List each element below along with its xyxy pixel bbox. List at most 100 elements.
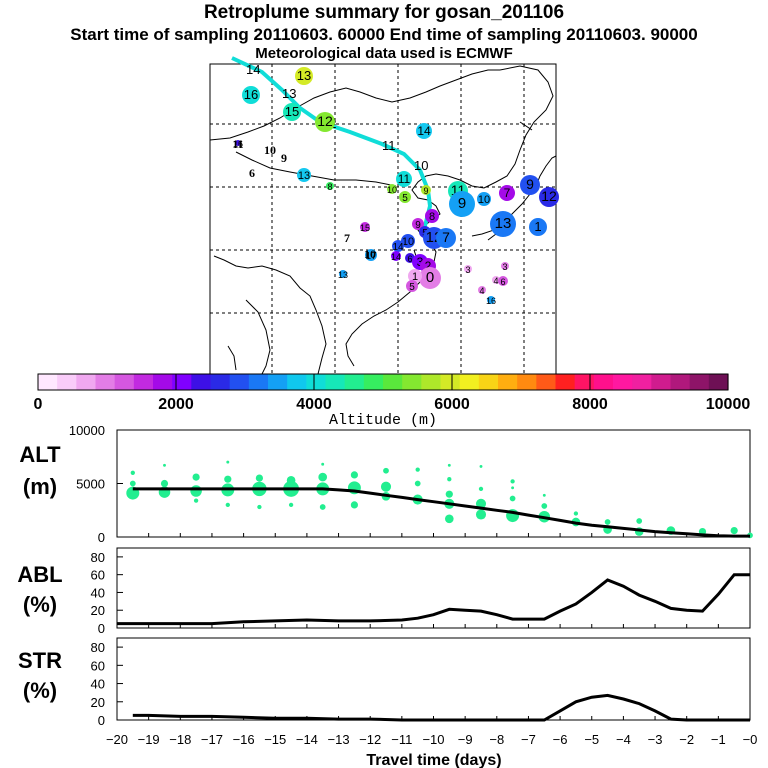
- y-tick-label: 60: [91, 658, 105, 673]
- alt-scatter-point: [321, 462, 325, 466]
- alt-scatter-point: [225, 502, 230, 508]
- y-tick-label: 0: [98, 713, 105, 728]
- alt-scatter-point: [319, 504, 326, 510]
- colorbar-cell: [38, 374, 58, 390]
- map-marker: [297, 168, 311, 182]
- colorbar-cell: [402, 374, 422, 390]
- colorbar-cell: [670, 374, 691, 390]
- map-marker-label: 3: [417, 255, 424, 269]
- colorbar-cell: [114, 374, 135, 390]
- map-marker: [391, 251, 401, 261]
- alt-scatter-point: [445, 490, 453, 498]
- map-text-label: 9: [281, 151, 287, 165]
- alt-scatter-point: [415, 467, 420, 472]
- map-marker: [406, 280, 418, 292]
- panel-frame: [116, 637, 751, 721]
- x-tick-label: −17: [201, 732, 223, 747]
- map-marker-label: 3: [502, 262, 507, 272]
- colorbar-cell: [459, 374, 480, 390]
- y-tick-label: 20: [91, 695, 105, 710]
- map-marker: [501, 262, 509, 270]
- map-marker: [419, 267, 441, 289]
- x-tick-label: −1: [711, 732, 726, 747]
- alt-scatter-point: [479, 464, 483, 468]
- colorbar-cell: [536, 374, 557, 390]
- map-marker-label: 0: [426, 269, 434, 286]
- x-tick-label: −3: [648, 732, 663, 747]
- x-tick-label: −13: [328, 732, 350, 747]
- colorbar-cell: [95, 374, 116, 390]
- map-marker-label: 5: [402, 193, 408, 204]
- colorbar-tick-label: 2000: [158, 396, 194, 413]
- map-marker: [492, 276, 500, 284]
- map-marker-label: 13: [495, 215, 512, 232]
- x-tick-label: −10: [422, 732, 444, 747]
- colorbar-cell: [593, 374, 614, 390]
- y-axis-label: ABL: [17, 562, 62, 587]
- map-marker: [242, 86, 260, 104]
- map-marker-label: 3: [465, 265, 470, 275]
- x-tick-label: −7: [521, 732, 536, 747]
- alt-scatter-point: [509, 495, 516, 502]
- y-tick-label: 10000: [69, 423, 105, 438]
- colorbar-cell: [708, 374, 729, 390]
- map-marker-label: 4: [493, 276, 498, 286]
- alt-scatter-point: [414, 480, 421, 487]
- map-marker: [396, 171, 412, 187]
- colorbar-cell: [363, 374, 384, 390]
- y-tick-label: 60: [91, 568, 105, 583]
- y-axis-label: STR: [18, 648, 62, 673]
- alt-scatter-point: [130, 470, 135, 475]
- x-tick-label: −0: [743, 732, 758, 747]
- map-marker: [283, 103, 301, 121]
- x-tick-label: −2: [679, 732, 694, 747]
- map-marker: [529, 218, 547, 236]
- colorbar-cell: [498, 374, 518, 390]
- map-marker-label: 13: [297, 68, 311, 83]
- map-marker: [399, 191, 411, 203]
- alt-scatter-point: [286, 475, 296, 485]
- colorbar-cell: [478, 374, 499, 390]
- altitude-colorbar: 0 2000 4000 6000 8000 10000 Altitude (m): [34, 373, 750, 429]
- map-marker: [392, 240, 404, 252]
- trajectory-map: 1413121110 16131512141110913811591079121…: [209, 56, 559, 375]
- map-marker: [425, 209, 439, 223]
- colorbar-cell: [344, 374, 365, 390]
- alt-scatter-point: [511, 486, 515, 490]
- map-marker-label: 14: [391, 252, 401, 262]
- y-tick-label: 40: [91, 585, 105, 600]
- map-marker: [520, 175, 540, 195]
- y-axis-label: (%): [23, 678, 57, 703]
- page-title: Retroplume summary for gosan_201106: [203, 2, 565, 23]
- colorbar-cell: [57, 374, 77, 390]
- alt-scatter-point: [475, 509, 487, 520]
- alt-scatter-point: [380, 481, 392, 492]
- trajectory-label: 11: [382, 138, 396, 153]
- colorbar-cell: [191, 374, 212, 390]
- map-marker-label: 7: [442, 229, 450, 245]
- colorbar-cell: [306, 374, 327, 390]
- abl-panel: 80 60 40 20 0 ABL (%): [17, 547, 751, 636]
- colorbar-cell: [555, 374, 576, 390]
- map-marker-label: 10: [478, 194, 490, 206]
- colorbar-cell: [153, 374, 173, 390]
- map-marker: [421, 185, 431, 195]
- y-axis-label: ALT: [19, 442, 61, 467]
- y-tick-label: 80: [91, 640, 105, 655]
- x-tick-label: −9: [458, 732, 473, 747]
- x-axis-label: Travel time (days): [366, 752, 501, 768]
- map-marker: [315, 112, 335, 132]
- x-tick-label: −5: [584, 732, 599, 747]
- map-text-labels: 11 10 9 6 7 10: [232, 137, 376, 261]
- map-marker-label: 16: [244, 87, 258, 102]
- map-marker: [436, 228, 456, 248]
- y-tick-label: 0: [98, 621, 105, 636]
- colorbar-cell: [383, 374, 403, 390]
- alt-scatter-point: [350, 471, 358, 479]
- map-marker: [387, 184, 397, 194]
- map-marker: [339, 270, 347, 278]
- map-marker-label: 14: [417, 124, 431, 138]
- alt-scatter-point: [350, 501, 358, 509]
- alt-scatter-point: [192, 473, 200, 481]
